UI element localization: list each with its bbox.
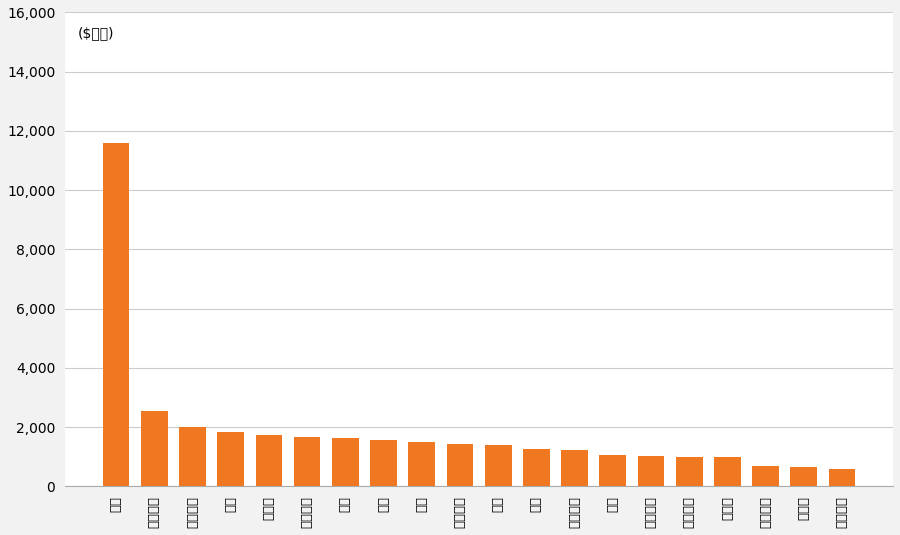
Bar [562,449,588,486]
Bar [409,442,435,486]
Text: ($百萬): ($百萬) [77,27,114,41]
Bar [676,457,703,486]
Bar [141,411,167,486]
Bar [485,446,511,486]
Bar [523,449,550,486]
Bar [103,143,130,486]
Bar [637,456,664,486]
Bar [179,426,206,486]
Bar [599,455,626,486]
Bar [370,440,397,486]
Bar [217,432,244,486]
Bar [829,469,855,486]
Bar [752,466,779,486]
Bar [446,444,473,486]
Bar [293,437,320,486]
Bar [332,438,359,486]
Bar [790,467,817,486]
Bar [714,457,741,486]
Bar [256,435,283,486]
